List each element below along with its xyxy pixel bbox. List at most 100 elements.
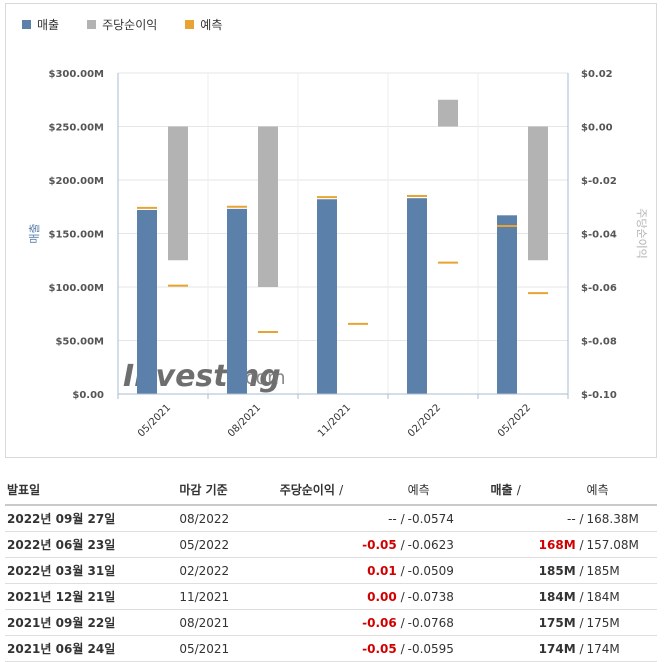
watermark-suffix: .com [239, 367, 286, 389]
left-tick-label: $0.00 [72, 390, 104, 401]
revenue-bar [317, 199, 337, 394]
cell-rev-forecast: 175M [585, 609, 657, 636]
table-header-row: 발표일 마감 기준 주당순이익 / 예측 매출 / 예측 [5, 474, 657, 506]
earnings-table: 발표일 마감 기준 주당순이익 / 예측 매출 / 예측 2022년 09월 2… [5, 474, 657, 662]
rev-value: 185M [538, 563, 576, 578]
right-tick-label: $-0.04 [581, 230, 617, 241]
cell-eps-forecast: -0.0738 [406, 583, 490, 610]
eps-value: -0.05 [362, 641, 397, 656]
left-tick-label: $50.00M [55, 337, 104, 348]
legend-label-forecast: 예측 [200, 18, 223, 32]
cell-rev-forecast: 157.08M [585, 531, 657, 558]
cell-period: 05/2021 [178, 635, 279, 662]
cell-eps-forecast: -0.0574 [406, 505, 490, 532]
eps-sep: / [400, 641, 405, 656]
rev-sep: / [579, 589, 584, 604]
header-rev-label: 매출 [490, 482, 513, 497]
right-tick-label: $-0.08 [581, 337, 617, 348]
cell-eps-forecast: -0.0595 [406, 635, 490, 662]
eps-sep: / [400, 563, 405, 578]
header-date[interactable]: 발표일 [5, 474, 179, 506]
cell-rev: 174M / [489, 635, 586, 662]
cell-eps: -0.05 / [278, 531, 407, 558]
eps-value: 0.01 [367, 563, 397, 578]
left-axis-title: 매출 [28, 223, 41, 243]
x-tick-label: 05/2022 [496, 402, 533, 439]
header-eps[interactable]: 주당순이익 / [278, 474, 407, 506]
legend-label-revenue: 매출 [37, 18, 60, 32]
table-row: 2021년 06월 24일 05/2021 -0.05 /-0.0595 174M /… [5, 635, 657, 662]
cell-eps: 0.00 / [278, 583, 407, 610]
left-tick-label: $250.00M [49, 123, 105, 134]
cell-date: 2022년 06월 23일 [5, 531, 179, 558]
header-rev-forecast[interactable]: 예측 [585, 474, 657, 506]
eps-sep: / [400, 615, 405, 630]
cell-rev: 168M / [489, 531, 586, 558]
chart-bars [137, 99, 548, 394]
cell-period: 02/2022 [178, 557, 279, 584]
eps-value: -0.06 [362, 615, 397, 630]
rev-sep: / [579, 641, 584, 656]
header-eps-forecast[interactable]: 예측 [406, 474, 490, 506]
eps-value: -0.05 [362, 537, 397, 552]
cell-eps-forecast: -0.0509 [406, 557, 490, 584]
header-rev[interactable]: 매출 / [489, 474, 586, 506]
x-tick-label: 11/2021 [316, 402, 353, 439]
right-tick-label: $0.02 [581, 69, 613, 80]
legend-label-eps: 주당순이익 [102, 18, 158, 32]
right-tick-label: $0.00 [581, 123, 613, 134]
left-tick-label: $100.00M [49, 283, 105, 294]
header-rev-sep: / [516, 482, 521, 497]
rev-sep: / [579, 537, 584, 552]
legend-item-forecast[interactable]: 예측 [185, 16, 222, 33]
eps-value: -- [388, 511, 397, 526]
cell-eps: -- / [278, 505, 407, 532]
rev-sep: / [579, 511, 584, 526]
cell-date: 2021년 09월 22일 [5, 609, 179, 636]
x-tick-label: 05/2021 [136, 402, 173, 439]
cell-rev: -- / [489, 505, 586, 532]
revenue-bar [407, 198, 427, 394]
x-tick-label: 02/2022 [406, 402, 443, 439]
right-tick-label: $-0.10 [581, 390, 617, 401]
table-row: 2021년 09월 22일 08/2021 -0.06 /-0.0768 175M /… [5, 609, 657, 636]
cell-date: 2021년 12월 21일 [5, 583, 179, 610]
legend-swatch-forecast [185, 20, 195, 29]
chart-axes: $0.00 $-0.10 $50.00M $-0.08 $100.00M $-0.06 $1… [28, 69, 648, 439]
rev-sep: / [579, 563, 584, 578]
revenue-bar [137, 209, 157, 394]
legend-swatch-revenue [22, 20, 31, 29]
chart-legend: 매출 주당순이익 예측 [22, 16, 250, 33]
left-tick-label: $300.00M [49, 69, 105, 80]
cell-eps-forecast: -0.0768 [406, 609, 490, 636]
cell-eps-forecast: -0.0623 [406, 531, 490, 558]
revenue-bar [227, 208, 247, 394]
table-row: 2022년 09월 27일 08/2022 -- / -0.0574 -- /168.3… [5, 505, 657, 532]
eps-bar [528, 126, 548, 261]
cell-eps: -0.05 / [278, 635, 407, 662]
cell-date: 2022년 03월 31일 [5, 557, 179, 584]
legend-item-eps[interactable]: 주당순이익 [87, 16, 157, 33]
x-tick-label: 08/2021 [226, 402, 263, 439]
eps-sep: / [400, 589, 405, 604]
cell-period: 05/2022 [178, 531, 279, 558]
cell-rev-forecast: 185M [585, 557, 657, 584]
header-eps-label: 주당순이익 [279, 482, 335, 497]
eps-sep: / [400, 537, 405, 552]
table-row: 2021년 12월 21일 11/2021 0.00 /-0.0738 184M /1… [5, 583, 657, 610]
table-row: 2022년 06월 23일 05/2022 -0.05 /-0.0623 168M /… [5, 531, 657, 558]
cell-period: 11/2021 [178, 583, 279, 610]
eps-bar [168, 126, 188, 261]
header-eps-sep: / [339, 482, 344, 497]
cell-rev: 184M / [489, 583, 586, 610]
rev-value: 168M [538, 537, 576, 552]
eps-sep: / [400, 511, 405, 526]
table-row: 2022년 03월 31일 02/2022 0.01 /-0.0509 185M /1… [5, 557, 657, 584]
cell-rev: 185M / [489, 557, 586, 584]
cell-rev-forecast: 174M [585, 635, 657, 662]
cell-eps: 0.01 / [278, 557, 407, 584]
legend-item-revenue[interactable]: 매출 [22, 16, 59, 33]
cell-rev: 175M / [489, 609, 586, 636]
rev-value: -- [566, 511, 576, 526]
header-period[interactable]: 마감 기준 [178, 474, 279, 506]
